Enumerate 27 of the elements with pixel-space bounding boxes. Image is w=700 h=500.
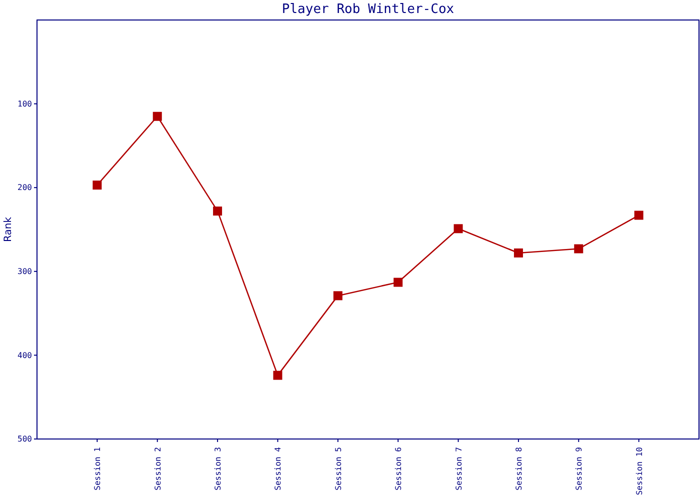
point <box>634 210 644 220</box>
x-tick-label: Session 1 <box>93 446 102 490</box>
point <box>454 224 463 234</box>
point <box>574 244 584 254</box>
point <box>514 248 523 258</box>
x-tick-label: Session 7 <box>454 446 464 490</box>
point <box>213 206 222 216</box>
y-tick-label: 400 <box>18 350 32 360</box>
y-tick-label: 200 <box>18 183 32 192</box>
point <box>394 278 403 287</box>
point <box>152 112 162 121</box>
x-tick-label: Session 10 <box>634 446 644 496</box>
point <box>273 370 282 380</box>
x-tick-label: Session 5 <box>334 446 343 490</box>
point <box>333 291 342 300</box>
x-tick-label: Session 8 <box>514 446 524 490</box>
y-tick-label: 300 <box>18 266 32 276</box>
point <box>92 180 102 190</box>
y-tick-label: 500 <box>18 434 32 444</box>
chart-title: Player Rob Wintler-Cox <box>282 2 454 17</box>
x-tick-label: Session 2 <box>153 446 162 490</box>
y-axis-title: Rank <box>3 216 14 242</box>
x-tick-label: Session 9 <box>574 446 584 490</box>
y-tick-label: 100 <box>18 99 32 108</box>
x-tick-label: Session 3 <box>214 446 223 490</box>
x-tick-label: Session 6 <box>394 446 404 490</box>
x-tick-label: Session 4 <box>274 446 283 490</box>
